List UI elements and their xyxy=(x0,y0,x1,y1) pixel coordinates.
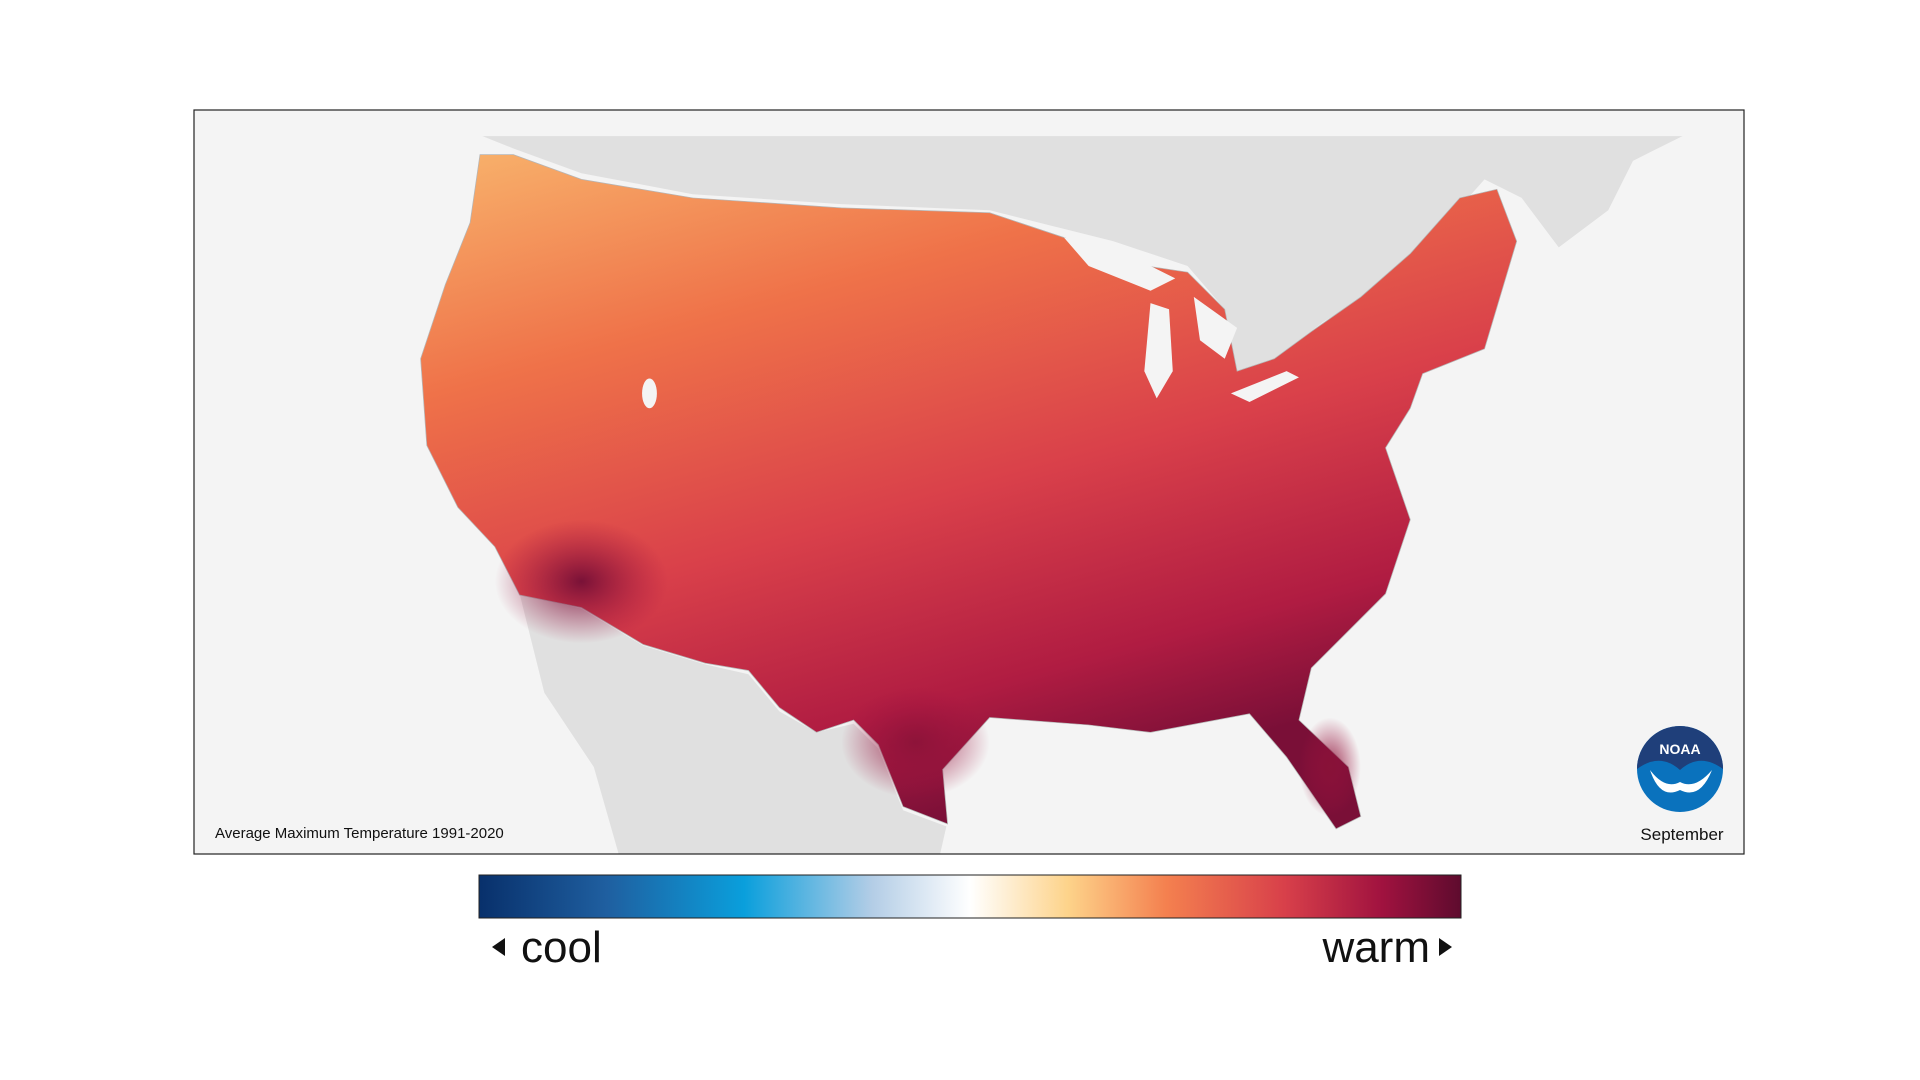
basemap xyxy=(420,136,1683,854)
desert-southwest xyxy=(494,519,669,644)
legend-low-label: cool xyxy=(521,923,602,972)
lake-erie xyxy=(1230,371,1299,403)
great-salt-lake xyxy=(642,378,657,409)
period-label: September xyxy=(1640,825,1723,844)
canada xyxy=(482,136,1683,372)
south-texas xyxy=(841,686,990,798)
mexico xyxy=(519,593,947,854)
legend-high-label: warm xyxy=(1321,923,1430,972)
noaa-logo: NOAA xyxy=(1637,726,1723,812)
lake-superior xyxy=(1063,237,1176,291)
lake-michigan xyxy=(1144,303,1173,399)
logo-text: NOAA xyxy=(1659,741,1700,757)
color-legend: cool warm xyxy=(478,874,1462,972)
color-scale xyxy=(478,874,1462,919)
warm-arrow xyxy=(1439,938,1452,956)
logo-gull xyxy=(1650,770,1712,793)
lake-huron xyxy=(1193,296,1238,359)
map-title: Average Maximum Temperature 1991-2020 xyxy=(215,825,504,842)
map-frame xyxy=(193,109,1745,855)
logo-top xyxy=(1637,726,1723,770)
cool-arrow xyxy=(492,938,505,956)
map-panel: Average Maximum Temperature 1991-2020 Se… xyxy=(193,109,1745,855)
florida xyxy=(1298,717,1361,817)
